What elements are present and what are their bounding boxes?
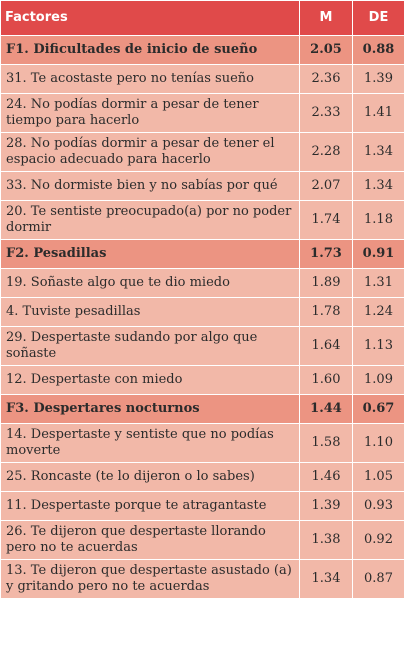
row-m: 1.64 xyxy=(299,326,353,366)
row-label: F3. Despertares nocturnos xyxy=(0,394,300,424)
item-row: 28. No podías dormir a pesar de tener el… xyxy=(0,132,404,172)
row-label: 29. Despertaste sudando por algo que soñ… xyxy=(0,326,300,366)
row-m: 1.89 xyxy=(299,268,353,298)
row-m: 1.39 xyxy=(299,491,353,521)
row-label: F2. Pesadillas xyxy=(0,239,300,269)
row-de: 1.10 xyxy=(352,423,404,463)
row-de: 1.34 xyxy=(352,132,404,172)
row-de: 0.87 xyxy=(352,559,404,599)
row-de: 1.39 xyxy=(352,64,404,94)
row-m: 1.74 xyxy=(299,200,353,240)
row-label: 20. Te sentiste preocupado(a) por no pod… xyxy=(0,200,300,240)
row-label: 24. No podías dormir a pesar de tener ti… xyxy=(0,93,300,133)
row-m: 1.34 xyxy=(299,559,353,599)
row-de: 0.92 xyxy=(352,520,404,560)
row-de: 1.34 xyxy=(352,171,404,201)
row-m: 1.73 xyxy=(299,239,353,269)
row-de: 1.05 xyxy=(352,462,404,492)
row-label: 25. Roncaste (te lo dijeron o lo sabes) xyxy=(0,462,300,492)
row-label: 19. Soñaste algo que te dio miedo xyxy=(0,268,300,298)
row-de: 1.13 xyxy=(352,326,404,366)
row-label: 26. Te dijeron que despertaste llorando … xyxy=(0,520,300,560)
item-row: 24. No podías dormir a pesar de tener ti… xyxy=(0,93,404,133)
item-row: 20. Te sentiste preocupado(a) por no pod… xyxy=(0,200,404,240)
row-m: 1.38 xyxy=(299,520,353,560)
row-label: 14. Despertaste y sentiste que no podías… xyxy=(0,423,300,463)
row-label: 4. Tuviste pesadillas xyxy=(0,297,300,327)
row-label: 13. Te dijeron que despertaste asustado … xyxy=(0,559,300,599)
item-row: 29. Despertaste sudando por algo que soñ… xyxy=(0,326,404,366)
row-label: 11. Despertaste porque te atragantaste xyxy=(0,491,300,521)
factor-row: F2. Pesadillas 1.73 0.91 xyxy=(0,239,404,269)
row-m: 2.05 xyxy=(299,35,353,65)
row-label: 31. Te acostaste pero no tenías sueño xyxy=(0,64,300,94)
row-label: F1. Dificultades de inicio de sueño xyxy=(0,35,300,65)
header-de: DE xyxy=(352,0,404,36)
item-row: 25. Roncaste (te lo dijeron o lo sabes) 1… xyxy=(0,462,404,492)
row-m: 2.36 xyxy=(299,64,353,94)
item-row: 4. Tuviste pesadillas 1.78 1.24 xyxy=(0,297,404,327)
item-row: 11. Despertaste porque te atragantaste 1.… xyxy=(0,491,404,521)
row-m: 2.28 xyxy=(299,132,353,172)
row-de: 1.41 xyxy=(352,93,404,133)
header-factor: Factores xyxy=(0,0,300,36)
item-row: 13. Te dijeron que despertaste asustado … xyxy=(0,559,404,599)
row-de: 0.88 xyxy=(352,35,404,65)
row-de: 0.67 xyxy=(352,394,404,424)
row-m: 1.60 xyxy=(299,365,353,395)
row-m: 2.33 xyxy=(299,93,353,133)
row-de: 0.91 xyxy=(352,239,404,269)
row-m: 2.07 xyxy=(299,171,353,201)
factor-row: F1. Dificultades de inicio de sueño 2.05 0… xyxy=(0,35,404,65)
row-label: 33. No dormiste bien y no sabías por qué xyxy=(0,171,300,201)
item-row: 14. Despertaste y sentiste que no podías… xyxy=(0,423,404,463)
factors-table: Factores M DE F1. Dificultades de inicio… xyxy=(0,0,404,599)
item-row: 12. Despertaste con miedo 1.60 1.09 xyxy=(0,365,404,395)
item-row: 31. Te acostaste pero no tenías sueño 2.3… xyxy=(0,64,404,94)
row-m: 1.58 xyxy=(299,423,353,463)
row-de: 1.18 xyxy=(352,200,404,240)
row-m: 1.44 xyxy=(299,394,353,424)
row-de: 0.93 xyxy=(352,491,404,521)
item-row: 26. Te dijeron que despertaste llorando … xyxy=(0,520,404,560)
header-row: Factores M DE xyxy=(0,0,404,36)
row-m: 1.46 xyxy=(299,462,353,492)
row-de: 1.24 xyxy=(352,297,404,327)
row-m: 1.78 xyxy=(299,297,353,327)
factor-row: F3. Despertares nocturnos 1.44 0.67 xyxy=(0,394,404,424)
row-label: 28. No podías dormir a pesar de tener el… xyxy=(0,132,300,172)
row-de: 1.09 xyxy=(352,365,404,395)
item-row: 19. Soñaste algo que te dio miedo 1.89 1.3… xyxy=(0,268,404,298)
header-m: M xyxy=(299,0,353,36)
item-row: 33. No dormiste bien y no sabías por qué… xyxy=(0,171,404,201)
row-de: 1.31 xyxy=(352,268,404,298)
row-label: 12. Despertaste con miedo xyxy=(0,365,300,395)
